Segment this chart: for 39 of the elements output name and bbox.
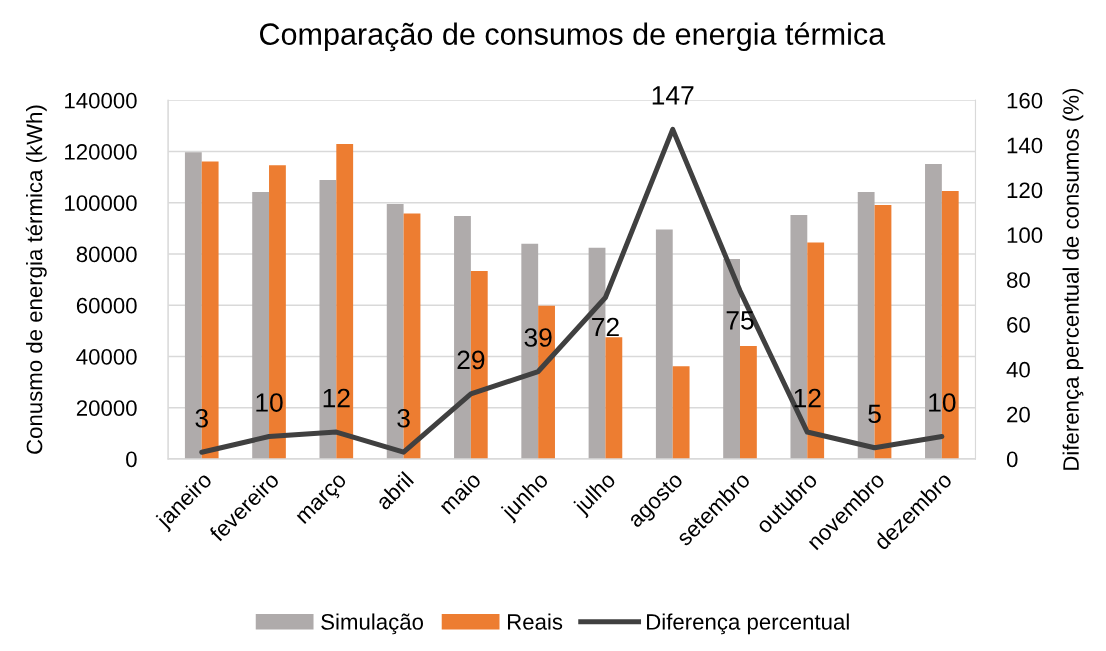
y2-tick-label: 60: [1007, 316, 1030, 333]
y-tick-label: 20000: [76, 400, 137, 416]
y-tick-label: 80000: [76, 246, 137, 263]
legend-label: Diferença percentual: [647, 613, 849, 635]
y-tick-label: 60000: [76, 297, 137, 314]
data-label: 12: [323, 388, 350, 408]
data-label: 39: [524, 328, 552, 347]
y2-tick-label: 120: [1007, 182, 1043, 199]
data-label: 10: [929, 393, 956, 412]
y2-tick-label: 0: [1006, 451, 1018, 468]
y2-tick-label: 80: [1007, 272, 1030, 288]
bar: [655, 229, 673, 459]
data-label: 3: [195, 408, 208, 428]
chart-title: Comparação de consumos de energia térmica: [260, 22, 886, 52]
y2-axis-title: Diferença percentual de consumos (%): [1062, 88, 1084, 470]
y-tick-label: 0: [126, 451, 137, 468]
y-axis-title: Conusmo de energia térmica (kWh): [25, 105, 47, 454]
data-label: 5: [868, 404, 881, 424]
y-tick-label: 140000: [65, 92, 137, 109]
data-label: 75: [726, 311, 754, 330]
data-label: 29: [457, 350, 485, 370]
bar: [605, 337, 623, 459]
y2-tick-label: 40: [1006, 361, 1030, 378]
data-label: 12: [794, 388, 821, 408]
legend-label: Simulação: [321, 613, 424, 635]
y2-tick-label: 20: [1007, 406, 1030, 423]
data-label: 10: [256, 393, 283, 412]
y2-tick-label: 140: [1007, 137, 1043, 154]
bar: [740, 345, 757, 459]
data-label: 3: [397, 408, 410, 428]
bar: [672, 366, 690, 459]
y-tick-label: 120000: [65, 144, 137, 160]
y2-tick-label: 100: [1007, 227, 1043, 244]
y-tick-label: 40000: [76, 349, 137, 365]
y-tick-label: 100000: [65, 195, 137, 212]
data-label: 72: [592, 317, 619, 337]
legend-label: Reais: [507, 613, 563, 630]
y2-tick-label: 160: [1007, 92, 1043, 109]
data-label: 147: [652, 86, 694, 105]
